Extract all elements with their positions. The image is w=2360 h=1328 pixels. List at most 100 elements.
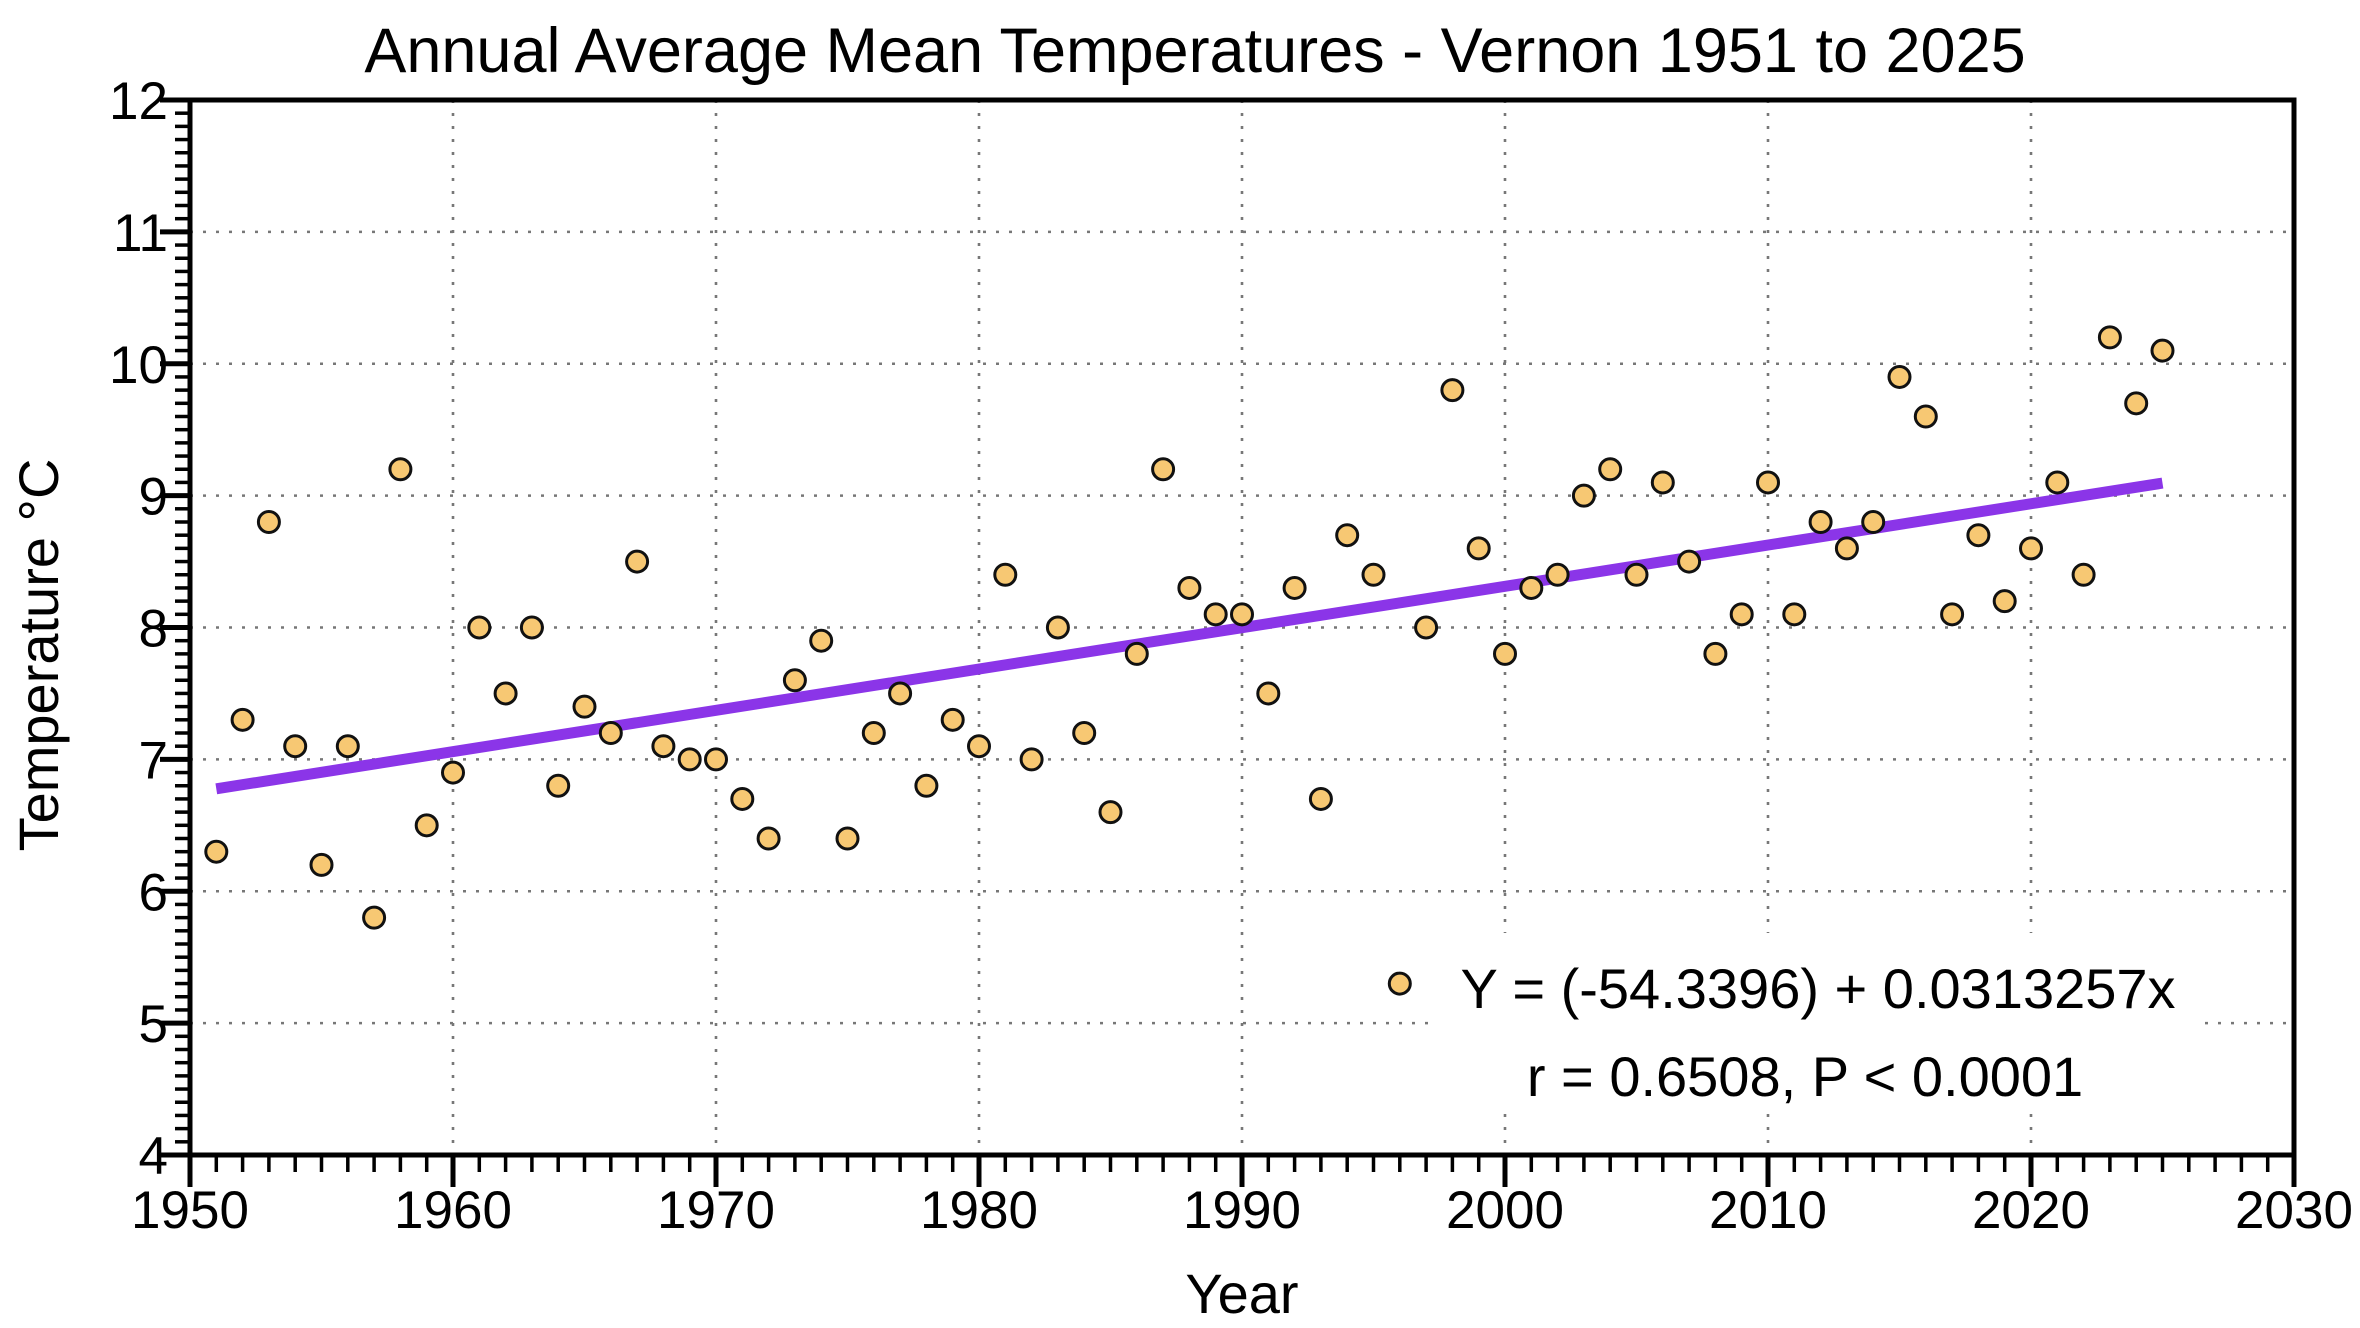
data-point-1987 <box>1151 457 1176 482</box>
data-point-2014 <box>1861 510 1886 534</box>
data-point-2004 <box>1598 457 1623 482</box>
data-point-2009 <box>1729 602 1754 627</box>
chart-title: Annual Average Mean Temperatures - Verno… <box>364 16 2025 86</box>
data-point-1999 <box>1466 536 1491 561</box>
x-tick-label-2020: 2020 <box>1972 1181 2090 1240</box>
y-tick-label-11: 11 <box>113 204 168 263</box>
data-point-1971 <box>730 786 755 811</box>
data-point-1960 <box>441 760 465 785</box>
x-tick-label-2010: 2010 <box>1709 1181 1827 1240</box>
data-point-2006 <box>1650 470 1675 495</box>
data-point-1955 <box>309 852 334 877</box>
data-point-1972 <box>756 826 781 851</box>
data-points <box>204 325 2175 996</box>
data-point-1951 <box>204 839 229 864</box>
data-point-2018 <box>1966 523 1991 548</box>
data-point-1974 <box>809 628 834 653</box>
x-tick-labels: 1950 1960 1970 1980 1990 2000 2010 2020 2030 <box>131 1181 2353 1240</box>
data-point-1959 <box>414 813 439 838</box>
y-tick-label-6: 6 <box>139 863 168 922</box>
data-point-1970 <box>704 747 728 772</box>
data-point-1952 <box>230 707 255 732</box>
data-point-1954 <box>283 734 308 759</box>
data-point-2015 <box>1887 364 1912 389</box>
data-point-2002 <box>1545 562 1570 587</box>
data-point-1964 <box>546 773 571 798</box>
data-point-1988 <box>1177 575 1202 600</box>
y-tick-label-8: 8 <box>139 600 168 659</box>
data-point-1990 <box>1230 602 1254 627</box>
data-point-2025 <box>2150 338 2175 363</box>
data-point-1967 <box>625 549 650 574</box>
data-point-1957 <box>362 905 387 930</box>
data-point-1992 <box>1282 575 1307 600</box>
data-point-1963 <box>519 615 544 640</box>
x-tick-label-1980: 1980 <box>920 1181 1038 1240</box>
axis-ticks <box>160 97 2297 1187</box>
y-tick-label-5: 5 <box>139 995 168 1054</box>
data-point-1981 <box>993 562 1018 587</box>
data-point-1966 <box>598 721 623 745</box>
data-point-1975 <box>835 826 860 851</box>
data-point-2003 <box>1571 483 1596 508</box>
y-axis-label: Temperature °C <box>7 459 70 852</box>
data-point-1989 <box>1203 602 1228 627</box>
data-point-1968 <box>651 734 676 759</box>
data-point-1969 <box>677 747 702 772</box>
x-tick-label-1970: 1970 <box>657 1181 775 1240</box>
data-point-2000 <box>1493 641 1517 666</box>
data-point-1956 <box>335 734 360 759</box>
data-point-2021 <box>2045 470 2070 495</box>
data-point-1965 <box>572 694 597 719</box>
y-tick-label-12: 12 <box>109 72 168 131</box>
data-point-1994 <box>1335 523 1360 548</box>
data-point-2023 <box>2097 325 2122 350</box>
x-tick-label-1950: 1950 <box>131 1181 249 1240</box>
data-point-2013 <box>1834 536 1859 561</box>
x-tick-label-1990: 1990 <box>1183 1181 1301 1240</box>
data-point-1976 <box>861 721 886 745</box>
data-point-1991 <box>1256 681 1281 706</box>
data-point-1979 <box>940 707 965 732</box>
data-point-1961 <box>467 615 492 640</box>
data-point-2011 <box>1782 602 1807 627</box>
annotation-background <box>1437 933 2200 1113</box>
y-tick-label-9: 9 <box>139 468 168 527</box>
data-point-1998 <box>1440 378 1465 403</box>
data-point-2020 <box>2019 536 2043 561</box>
data-point-2010 <box>1756 470 1780 495</box>
data-point-1973 <box>782 668 807 693</box>
x-tick-label-1960: 1960 <box>394 1181 512 1240</box>
data-point-1978 <box>914 773 939 798</box>
data-point-2005 <box>1624 562 1649 587</box>
data-point-1983 <box>1045 615 1070 640</box>
data-point-2001 <box>1519 575 1544 600</box>
data-point-1953 <box>256 510 281 534</box>
data-point-2017 <box>1940 602 1965 627</box>
data-point-2012 <box>1808 510 1833 534</box>
x-tick-label-2000: 2000 <box>1446 1181 1564 1240</box>
data-point-1997 <box>1414 615 1439 640</box>
data-point-1986 <box>1124 641 1149 666</box>
data-point-2007 <box>1677 549 1702 574</box>
data-point-1996 <box>1387 971 1412 996</box>
data-point-1980 <box>967 734 991 759</box>
y-tick-label-10: 10 <box>109 336 168 395</box>
y-tick-label-4: 4 <box>139 1127 168 1186</box>
x-tick-label-2030: 2030 <box>2235 1181 2353 1240</box>
x-axis-label: Year <box>1185 1262 1298 1325</box>
data-point-2008 <box>1703 641 1728 666</box>
data-point-1995 <box>1361 562 1386 587</box>
data-point-1984 <box>1072 721 1097 745</box>
y-tick-label-7: 7 <box>139 731 168 790</box>
data-point-2024 <box>2124 391 2149 416</box>
data-point-2022 <box>2071 562 2096 587</box>
data-point-1985 <box>1098 800 1123 825</box>
data-point-1993 <box>1308 786 1333 811</box>
data-point-1977 <box>888 681 913 706</box>
trend-line <box>215 477 2164 795</box>
regression-equation: Y = (-54.3396) + 0.0313257x <box>1460 957 2175 1020</box>
data-point-1958 <box>388 457 413 482</box>
